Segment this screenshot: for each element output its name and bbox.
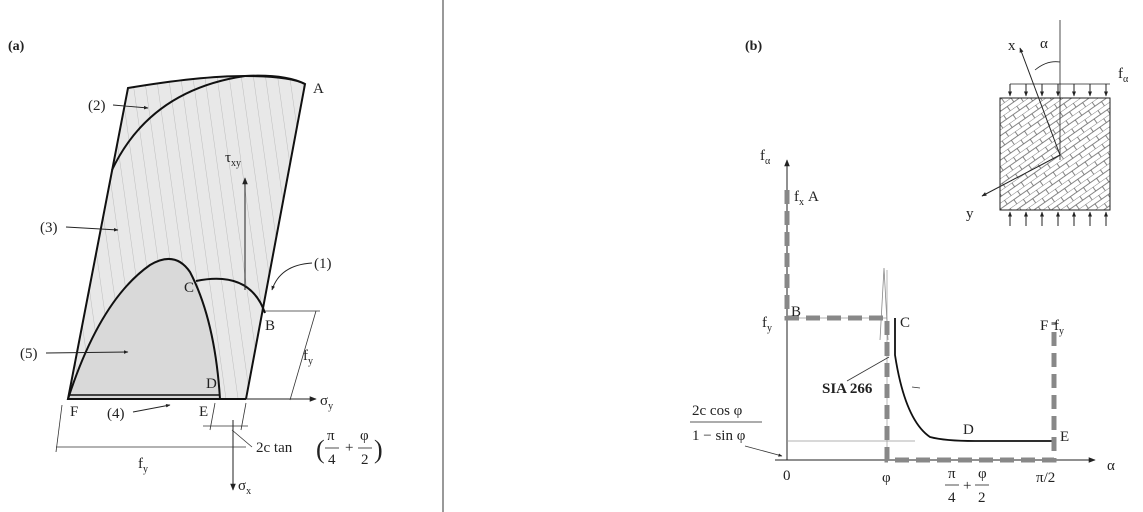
svg-text:(: ( (316, 435, 325, 464)
sigma-y-label: σy (320, 393, 333, 412)
svg-text:): ) (374, 435, 383, 464)
sia-leader (846, 356, 890, 382)
point-b-label-b: B (791, 304, 801, 320)
ctan-dim-ext2 (240, 402, 247, 431)
point-c-label-b: C (900, 315, 910, 331)
inset-x-label: x (1008, 38, 1016, 54)
f-alpha-axis-label: fα (760, 148, 771, 167)
strength-curve (894, 318, 1054, 442)
top-load-arrows (1008, 84, 1108, 97)
masonry-block (999, 97, 1111, 211)
inset-y-axis (981, 154, 1061, 197)
masonry-inset: x y α fα (966, 20, 1129, 226)
region-5-label: (5) (20, 346, 38, 362)
point-a-label-b: A (808, 189, 819, 205)
inset-x-axis (1019, 47, 1061, 156)
point-d-label-b: D (963, 422, 974, 438)
bottom-load-arrows (1008, 211, 1108, 226)
svg-text:+: + (345, 440, 353, 456)
region-4-leader (132, 403, 171, 413)
tick-phi: φ (882, 470, 891, 486)
svg-text:φ: φ (360, 428, 369, 444)
region-5-lobe (66, 257, 222, 400)
svg-text:2c cos φ: 2c cos φ (692, 403, 743, 419)
sigma-x-label: σx (238, 478, 251, 497)
cohesion-fraction: 2c cos φ 1 − sin φ (690, 403, 762, 444)
fy-right-label-b: fy (1054, 318, 1064, 337)
inset-y-label: y (966, 206, 974, 222)
region-4-label: (4) (107, 406, 125, 422)
svg-text:2c tan: 2c tan (256, 440, 293, 456)
panel-a: (a) σy σx τxy fy fy (8, 39, 383, 497)
region-3-leader (65, 226, 119, 232)
inset-f-alpha-label: fα (1118, 66, 1129, 85)
region-2-leader (112, 104, 149, 110)
inset-alpha-arc (1034, 61, 1061, 71)
ctan-dim-ext1 (209, 402, 216, 431)
ctan-leader (231, 429, 253, 448)
fraction-leader (744, 445, 783, 457)
panel-a-title: (a) (8, 39, 25, 54)
tick-0: 0 (783, 468, 791, 484)
point-a-label: A (313, 81, 324, 97)
sia-266-label: SIA 266 (822, 381, 873, 397)
sia-266-curve (784, 190, 1057, 463)
region-1-arc (195, 277, 266, 314)
region-3-label: (3) (40, 220, 58, 236)
panel-b: (b) fα α fx A fy B C D E F fy SIA 266 2c… (690, 20, 1129, 506)
fy-bottom-label: fy (138, 456, 148, 475)
point-d-label: D (206, 376, 217, 392)
point-f-label: F (70, 404, 78, 420)
point-e-label: E (199, 404, 208, 420)
fy-left-label: fy (762, 315, 772, 334)
tau-label: τxy (225, 150, 241, 169)
fy-right-label: fy (303, 348, 313, 367)
tick-pi4-phi2: π 4 + φ 2 (945, 466, 989, 506)
svg-text:π: π (948, 466, 956, 482)
region-5-leader (45, 350, 129, 354)
region-1-leader (271, 262, 313, 291)
svg-text:2: 2 (978, 490, 986, 506)
point-f-label-b: F (1040, 318, 1048, 334)
tick-pi2: π/2 (1036, 470, 1055, 486)
region-2-arc (111, 74, 306, 171)
region-2-label: (2) (88, 98, 106, 114)
svg-text:φ: φ (978, 466, 987, 482)
inset-alpha-label: α (1040, 36, 1048, 52)
fx-label: fx (794, 189, 804, 208)
ctan-label: 2c tan ( π 4 + φ 2 ) (256, 428, 383, 468)
alpha-axis-label: α (1107, 458, 1115, 474)
svg-text:2: 2 (361, 452, 369, 468)
svg-text:π: π (327, 428, 335, 444)
svg-text:4: 4 (948, 490, 956, 506)
panel-b-title: (b) (745, 39, 762, 54)
point-c-label: C (184, 280, 194, 296)
fy-bottom-tick-left (55, 404, 63, 453)
fy-dim-line (289, 310, 317, 401)
svg-text:+: + (963, 478, 971, 494)
svg-text:4: 4 (328, 452, 336, 468)
svg-text:1 − sin φ: 1 − sin φ (692, 428, 746, 444)
point-e-label-b: E (1060, 429, 1069, 445)
point-b-label: B (265, 318, 275, 334)
region-1-label: (1) (314, 256, 332, 272)
curve-leader (911, 386, 921, 389)
